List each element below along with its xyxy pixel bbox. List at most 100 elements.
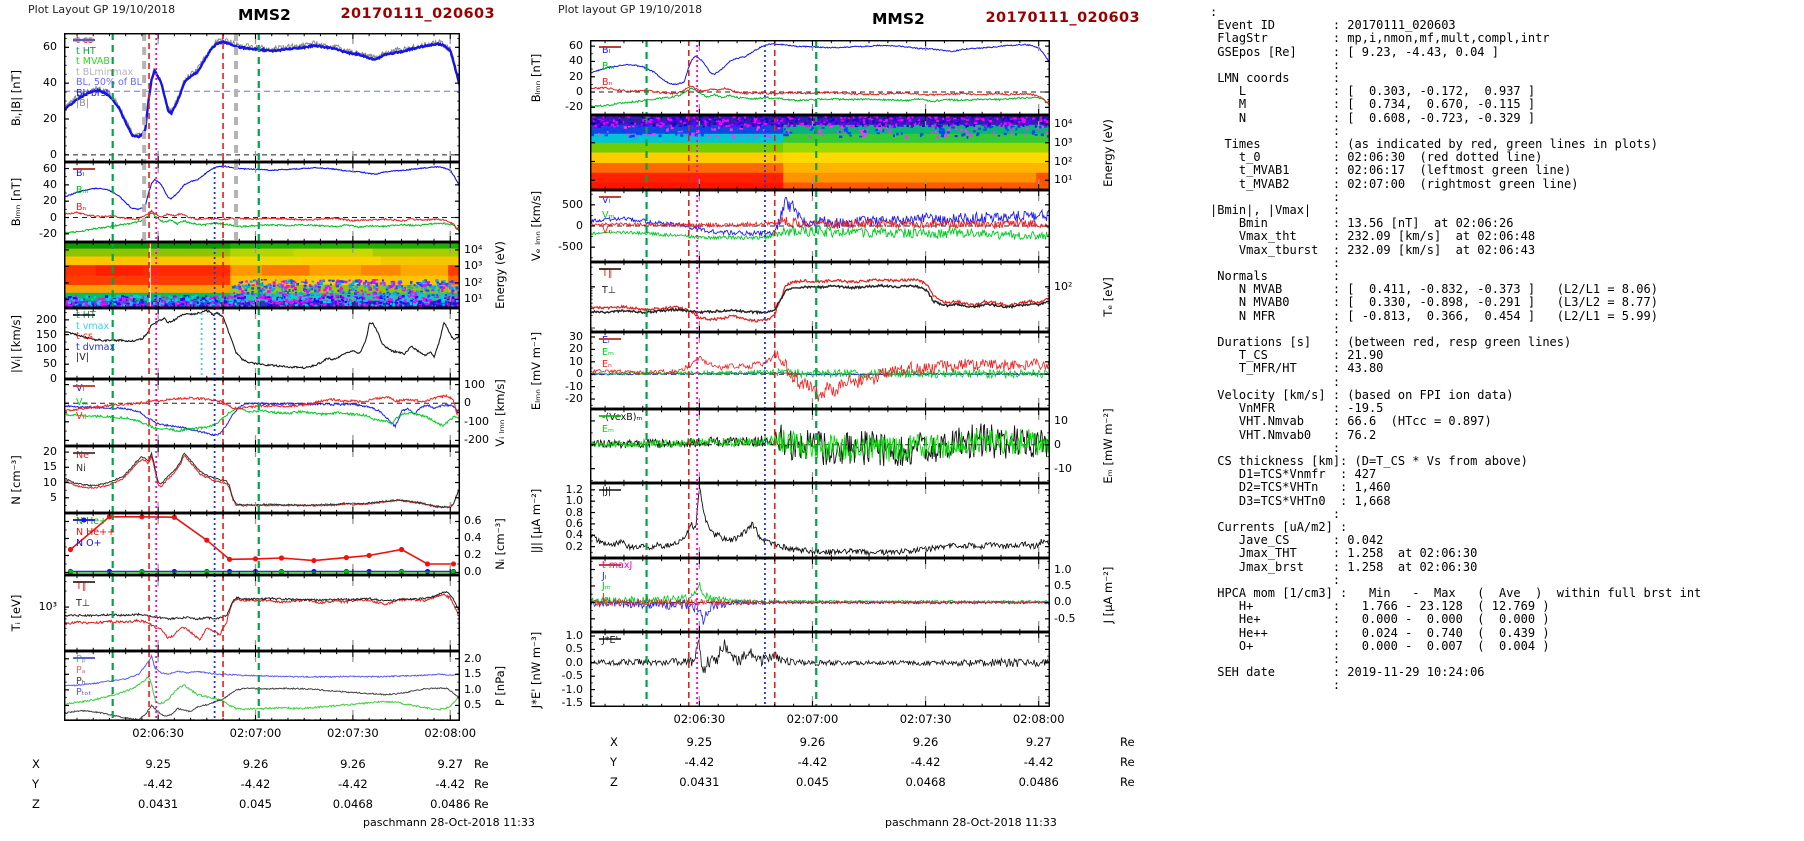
series-NHepp: [69, 515, 454, 565]
legend-swatch: [599, 338, 621, 340]
y-tick-label: 20: [43, 112, 57, 125]
x-tick-label: 02:07:30: [327, 726, 379, 740]
legend-item: Bₙ: [73, 168, 95, 216]
info-line: D3=TCS*VHTn0 : 1,668: [1210, 493, 1391, 508]
ephemeris-value: 9.27: [1025, 735, 1052, 749]
legend-item: T⊥: [73, 581, 95, 612]
legend-item: BL, 50% of BL: [73, 39, 142, 89]
legend-label: Jₙ: [602, 591, 609, 603]
legend-label: Bₗ: [602, 45, 611, 56]
panel-plot-density: [64, 446, 460, 513]
panel-stack: 60 40 20 0 -20 Bₗₘₙ [nT] Bₗ Bₘ Bₙ 10⁴ 10³ 10² 10¹ Ene…: [520, 40, 1220, 709]
y-tick-label: 500: [562, 197, 583, 211]
legend-item: Bₘ: [599, 46, 621, 75]
y-tick-label: 10²: [464, 275, 483, 289]
y-tick-label: 10: [569, 354, 583, 368]
legend-label: Bₙ: [602, 77, 613, 88]
legend: Vₗ Vₘ Vₙ: [73, 382, 95, 424]
info-line: :: [1210, 374, 1341, 389]
plot-panel-electron-spectrogram: 10⁴ 10³ 10² 10¹ Energy (eV): [520, 115, 1220, 190]
series-Jmag: [590, 487, 1050, 556]
ephemeris-value: 0.0431: [679, 775, 720, 789]
legend-swatch: [73, 657, 95, 659]
ephemeris-unit: Re: [474, 777, 489, 791]
y-tick-label: 20: [43, 194, 57, 208]
y-axis-label-vi-mag: |Vᵢ| [km/s]: [9, 314, 23, 373]
legend-item: Ni: [73, 452, 95, 475]
y-axis-label-j-mag: |J| [µA m⁻²]: [529, 488, 543, 553]
legend-label: Vₘ: [76, 397, 89, 408]
panel-border: [590, 262, 1050, 332]
series-point-NHepp: [343, 554, 349, 561]
panel-border: [590, 332, 1050, 409]
legend-item: Eₘ: [599, 415, 642, 436]
legend-item: |V|: [73, 314, 115, 364]
y-axis-label-pressure: P [nPa]: [493, 665, 507, 707]
info-line: HPCA mom [1/cm3] : Min - Max ( Ave ) wit…: [1210, 585, 1702, 600]
y-tick-label: 1.5: [464, 667, 482, 681]
series-point-NHep: [343, 569, 349, 575]
ephemeris-value: 9.26: [340, 757, 366, 771]
plot-panel-e-lmn: 30 20 10 0 -10 -20 Eₗₘₙ [mV m⁻¹] Eₗ Eₘ Eₙ: [520, 330, 1220, 410]
legend: Ne Ni: [73, 449, 95, 475]
y-tick-label: 0.4: [565, 528, 584, 542]
y-tick-label: 1.0: [1054, 562, 1072, 576]
panel-border: [590, 409, 1050, 483]
legend-label: N He++: [76, 526, 116, 538]
ephemeris-value: -4.42: [797, 755, 828, 769]
ephemeris-unit: Re: [1120, 735, 1135, 749]
legend-label: t cs: [76, 331, 93, 343]
panel-plot-pressure: [64, 651, 460, 721]
legend-swatch: [599, 268, 621, 270]
info-line: N MVAB0 : [ 0.330, -0.898, -0.291 ] (L3/…: [1210, 295, 1658, 310]
legend-label: Bₗ: [76, 167, 85, 179]
plot-layout-note: Plot Layout GP 19/10/2018: [28, 3, 176, 16]
legend: Bₗ Bₘ Bₙ: [599, 43, 621, 91]
series-point-NHep: [278, 569, 285, 575]
series-point-NHepp: [67, 546, 74, 553]
ephemeris-row-label: X: [610, 735, 618, 749]
panel-border: [64, 513, 460, 575]
legend-label: Bₙ: [76, 201, 87, 213]
legend-label: T⊥: [76, 597, 91, 609]
ephemeris-unit: Re: [474, 757, 489, 771]
info-line: :: [1210, 321, 1341, 336]
panel-border: [64, 651, 460, 721]
info-line: SEH date : 2019-11-29 10:24:06: [1210, 665, 1485, 680]
legend-label: Vₙ: [602, 224, 613, 236]
series-point-NOp: [311, 568, 317, 575]
ephemeris-value: -4.42: [240, 777, 271, 791]
legend-item: t MVAB: [73, 39, 142, 68]
plot-panel-vi-lmn: 100 0 -100 -200 Vᵢ ₗₘₙ [km/s] Vₗ Vₘ Vₙ: [0, 378, 520, 446]
info-line: :: [1210, 57, 1341, 72]
legend-swatch: [599, 564, 621, 566]
series-point-NHep: [450, 569, 457, 575]
ephemeris-value: 0.0468: [905, 775, 946, 789]
legend: Vₗ Vₘ Vₙ: [599, 193, 621, 238]
ephemeris-row-label: Y: [32, 777, 40, 791]
y-tick-label: -1.5: [561, 695, 583, 709]
figure-footer: paschmann 28-Oct-2018 11:33: [885, 816, 1057, 829]
y-tick-label: 0.5: [1054, 578, 1072, 592]
legend-label: t MVAB: [76, 56, 110, 68]
y-tick-label: 0.2: [464, 548, 482, 562]
event-id-label: 20170111_020603: [340, 6, 495, 22]
legend-label: N He+: [76, 515, 108, 527]
plot-panel-minor-ions: 0.6 0.4 0.2 0.0 Nᵢ [cm⁻³] N He+ N He++ N O+: [0, 513, 520, 578]
info-line: N MFR : [ -0.813, 0.366, 0.454 ] (L2/L1 …: [1210, 308, 1658, 323]
series-VL: [64, 401, 460, 437]
left-figure: Plot Layout GP 19/10/2018 MMS2 20170111_…: [0, 0, 535, 841]
info-line: :: [1210, 123, 1341, 138]
panel-plot-j-lmn: [590, 558, 1050, 632]
series-Tpar: [64, 592, 460, 641]
y-tick-label: 20: [569, 342, 583, 356]
ephemeris-value: 0.0486: [430, 797, 471, 811]
info-line: |Bmin|, |Vmax| :: [1210, 203, 1341, 218]
y-tick-label: 15: [43, 460, 57, 474]
series-point-NHepp: [139, 514, 145, 520]
x-tick-label: 02:06:30: [132, 726, 184, 740]
y-tick-label: 5: [50, 490, 57, 504]
ephemeris-value: -4.42: [435, 777, 466, 791]
